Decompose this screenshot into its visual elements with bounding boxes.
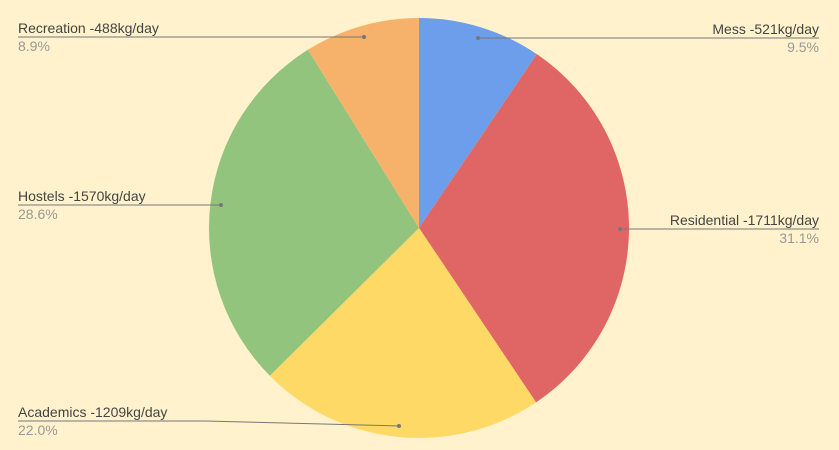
- leader-dot: [476, 36, 480, 40]
- pie-slice-4[interactable]: [307, 18, 419, 228]
- slice-label: Recreation -488kg/day: [18, 20, 159, 36]
- leader-dot: [362, 35, 366, 39]
- pie-slice-3[interactable]: [208, 49, 419, 376]
- slice-percent: 28.6%: [18, 206, 58, 222]
- leader-dot: [397, 424, 401, 428]
- pie-slice-2[interactable]: [269, 228, 537, 439]
- slice-label: Academics -1209kg/day: [18, 404, 167, 420]
- slice-percent: 22.0%: [18, 422, 58, 438]
- slice-label: Mess -521kg/day: [712, 21, 819, 37]
- slice-percent: 8.9%: [18, 38, 50, 54]
- pie-slice-0[interactable]: [419, 18, 537, 228]
- slice-percent: 9.5%: [787, 39, 819, 55]
- pie-slice-1[interactable]: [419, 54, 630, 403]
- leader-dot: [618, 227, 622, 231]
- leader-dot: [219, 203, 223, 207]
- leader-line: [18, 420, 400, 427]
- slice-label: Hostels -1570kg/day: [18, 188, 146, 204]
- slice-percent: 31.1%: [779, 230, 819, 246]
- slice-label: Residential -1711kg/day: [670, 212, 819, 228]
